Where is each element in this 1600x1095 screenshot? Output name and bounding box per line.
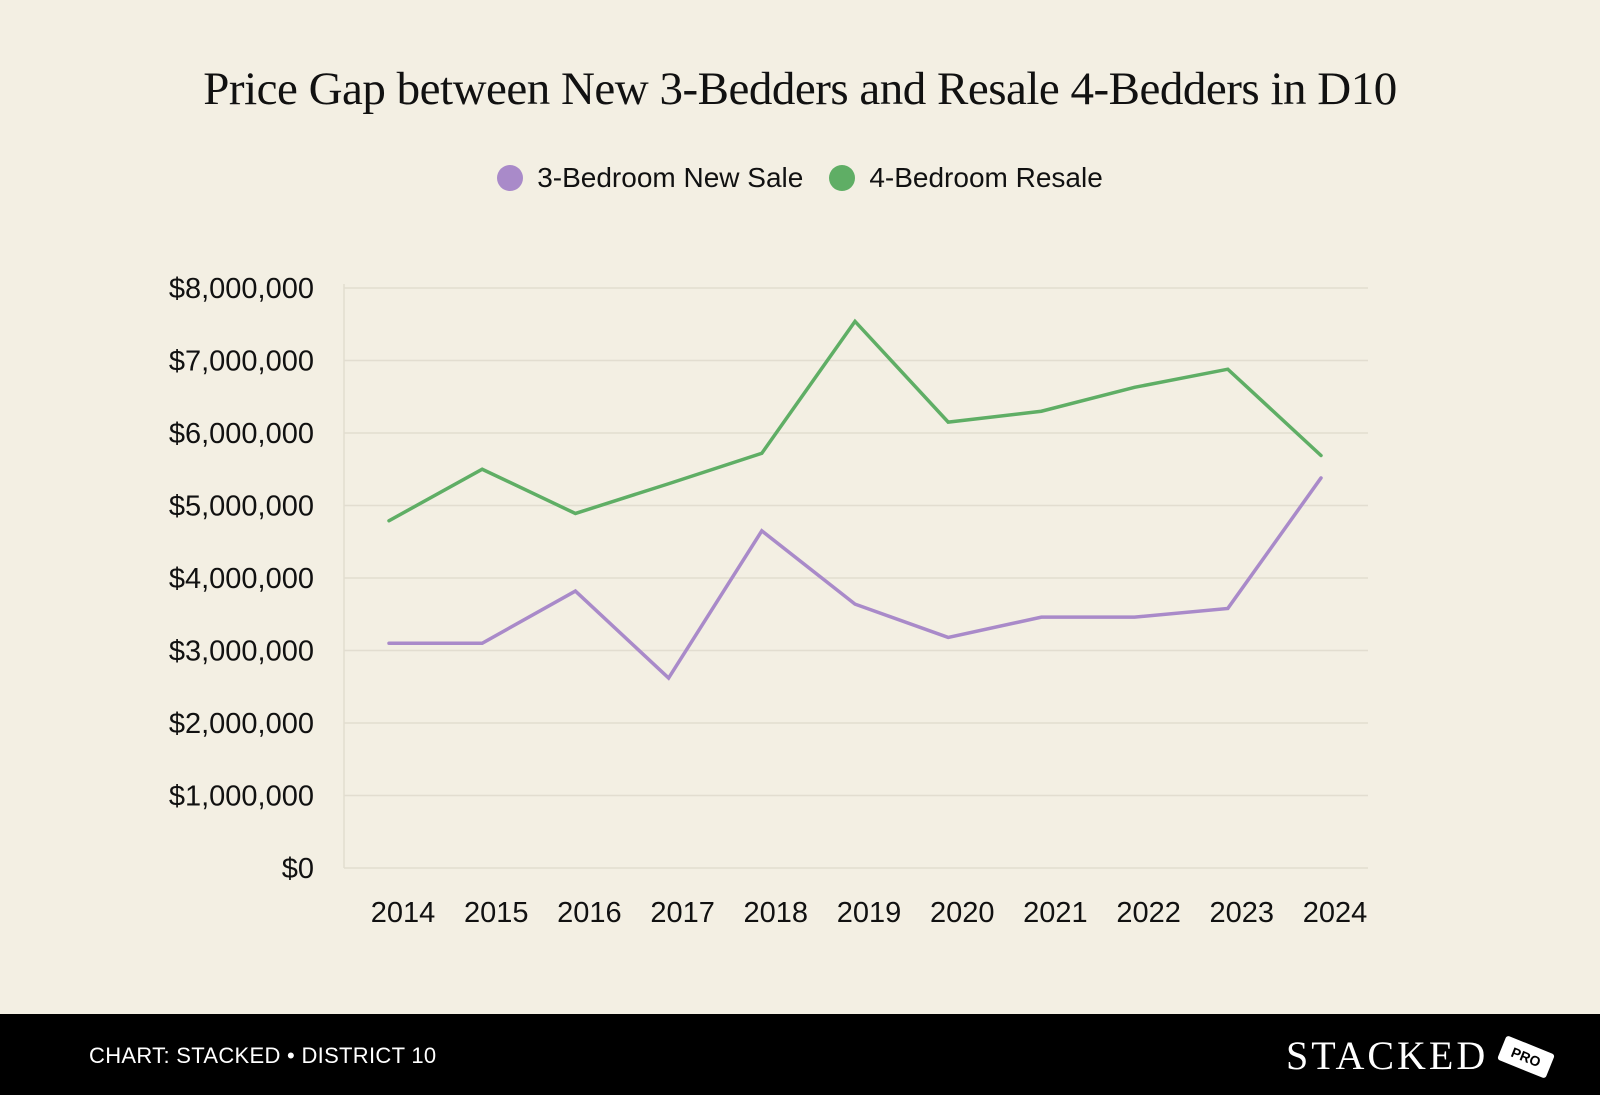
legend-swatch-4br xyxy=(829,165,856,191)
legend-label-3br: 3-Bedroom New Sale xyxy=(537,162,804,193)
chart-legend: 3-Bedroom New Sale 4-Bedroom Resale xyxy=(0,162,1600,194)
x-tick-label: 2017 xyxy=(650,897,715,929)
line-chart: $0 $1,000,000 $2,000,000 $3,000,000 $4,000,0… xyxy=(169,273,1368,929)
x-tick-label: 2020 xyxy=(930,897,995,929)
y-tick-label: $4,000,000 xyxy=(169,563,314,595)
x-tick-label: 2021 xyxy=(1023,897,1088,929)
y-tick-label: $7,000,000 xyxy=(169,346,314,378)
x-tick-label: 2022 xyxy=(1116,897,1181,929)
series-line-3br-new-sale xyxy=(387,476,1323,681)
chart-title: Price Gap between New 3-Bedders and Resa… xyxy=(203,63,1397,115)
x-tick-label: 2024 xyxy=(1303,897,1368,929)
legend-item-4br-resale: 4-Bedroom Resale xyxy=(829,162,1103,194)
x-tick-label: 2023 xyxy=(1210,897,1275,929)
legend-item-3br-new-sale: 3-Bedroom New Sale xyxy=(497,162,803,194)
legend-label-4br: 4-Bedroom Resale xyxy=(869,162,1103,193)
y-tick-label: $3,000,000 xyxy=(169,636,314,668)
footer-source: CHART: STACKED • DISTRICT 10 xyxy=(89,1043,437,1068)
y-tick-label: $6,000,000 xyxy=(169,418,314,450)
x-tick-label: 2018 xyxy=(744,897,809,929)
legend-swatch-3br xyxy=(497,165,524,191)
y-tick-label: $8,000,000 xyxy=(169,273,314,305)
pro-badge: PRO xyxy=(1497,1035,1555,1079)
y-tick-label: $0 xyxy=(282,853,314,885)
x-tick-label: 2019 xyxy=(837,897,902,929)
x-tick-label: 2015 xyxy=(464,897,529,929)
y-tick-label: $2,000,000 xyxy=(169,708,314,740)
y-tick-label: $5,000,000 xyxy=(169,491,314,523)
y-tick-label: $1,000,000 xyxy=(169,781,314,813)
x-tick-label: 2014 xyxy=(371,897,436,929)
x-tick-label: 2016 xyxy=(557,897,622,929)
footer-bar: CHART: STACKED • DISTRICT 10 STACKED PRO xyxy=(0,1014,1600,1095)
brand-logo: STACKED xyxy=(1286,1033,1489,1078)
series-line-4br-resale xyxy=(387,318,1323,523)
